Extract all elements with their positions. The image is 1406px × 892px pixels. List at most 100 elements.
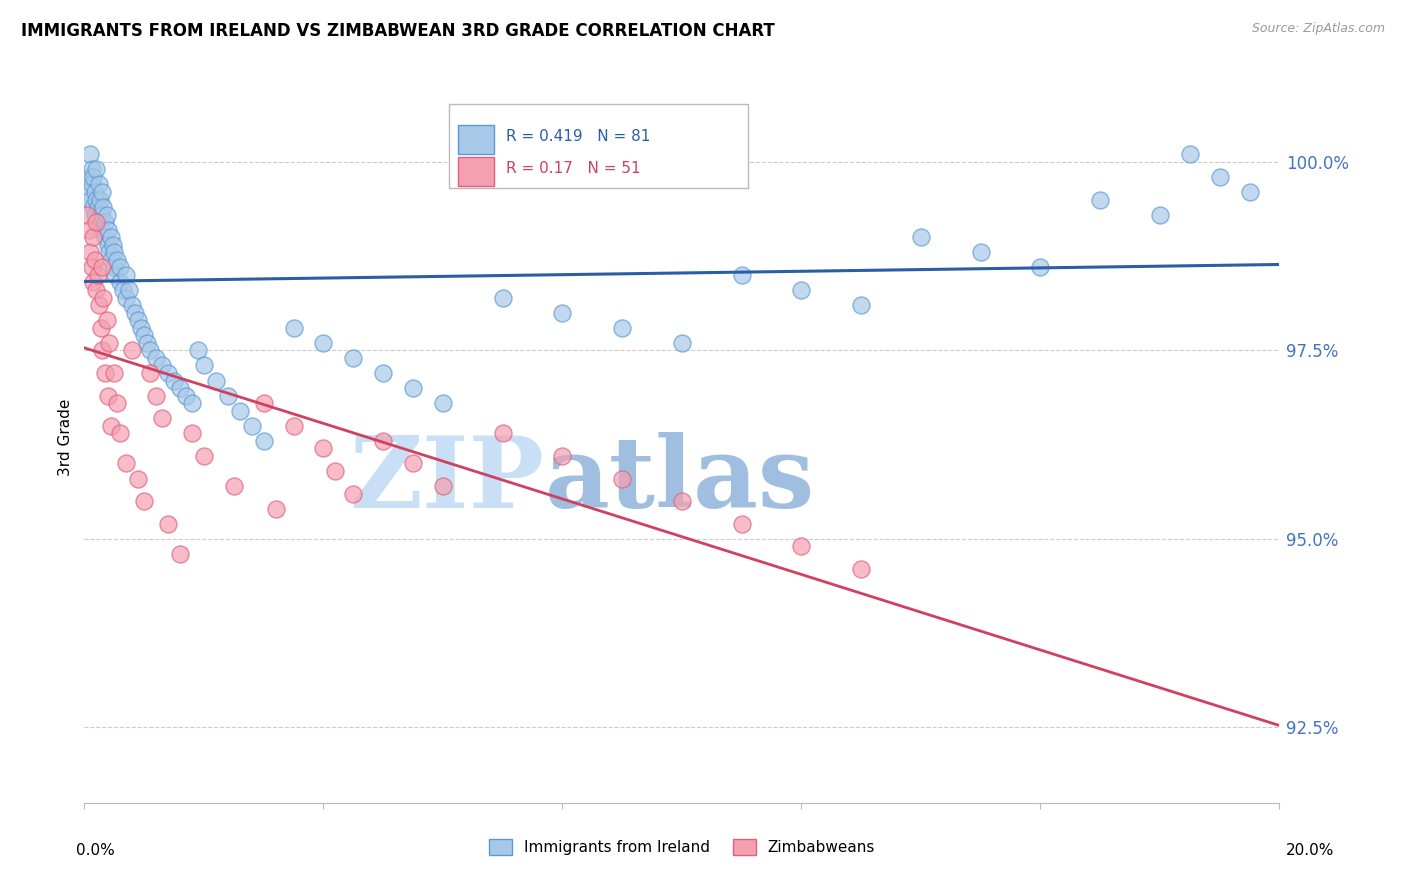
Point [93, 291, 115, 305]
Point [80, 260, 103, 275]
Point [121, 343, 143, 358]
Text: IMMIGRANTS FROM IRELAND VS ZIMBABWEAN 3RD GRADE CORRELATION CHART: IMMIGRANTS FROM IRELAND VS ZIMBABWEAN 3R… [21, 22, 775, 40]
Point [89, 193, 111, 207]
Point [1209, 169, 1232, 184]
Point [84, 252, 107, 267]
Point [82, 162, 104, 177]
Point [174, 389, 197, 403]
Point [432, 396, 454, 410]
Point [77, 223, 100, 237]
FancyBboxPatch shape [449, 104, 748, 188]
Text: R = 0.17   N = 51: R = 0.17 N = 51 [506, 161, 641, 176]
Point [110, 426, 132, 441]
Point [86, 268, 108, 282]
Point [86, 215, 108, 229]
Point [402, 381, 425, 395]
Point [492, 426, 515, 441]
Point [101, 237, 124, 252]
Point [79, 245, 101, 260]
Point [100, 252, 122, 267]
Point [127, 313, 149, 327]
Point [1029, 260, 1052, 275]
Point [98, 335, 121, 350]
Point [98, 245, 121, 260]
FancyBboxPatch shape [458, 157, 495, 186]
Point [83, 185, 105, 199]
Point [86, 193, 108, 207]
Y-axis label: 3rd Grade: 3rd Grade [58, 399, 73, 475]
Point [970, 245, 993, 260]
Point [132, 494, 156, 508]
Point [91, 223, 114, 237]
Point [283, 320, 305, 334]
Point [373, 366, 395, 380]
Point [1149, 208, 1171, 222]
Point [851, 298, 873, 312]
Point [82, 169, 104, 184]
Text: 20.0%: 20.0% [1286, 843, 1334, 858]
Point [492, 291, 515, 305]
Point [93, 200, 115, 214]
Point [551, 449, 574, 463]
Point [91, 343, 114, 358]
Point [89, 298, 111, 312]
Point [127, 471, 149, 485]
Point [121, 298, 143, 312]
Point [342, 486, 364, 500]
Point [76, 185, 98, 199]
Point [790, 283, 813, 297]
Point [90, 320, 112, 334]
Point [910, 230, 932, 244]
Point [96, 313, 118, 327]
Point [136, 335, 159, 350]
Point [115, 457, 138, 471]
Point [169, 381, 191, 395]
FancyBboxPatch shape [458, 125, 495, 154]
Point [373, 434, 395, 448]
Point [91, 185, 114, 199]
Point [103, 366, 125, 380]
Text: Source: ZipAtlas.com: Source: ZipAtlas.com [1251, 22, 1385, 36]
Text: 0.0%: 0.0% [76, 843, 115, 858]
Point [163, 374, 186, 388]
Point [100, 418, 122, 433]
Legend: Immigrants from Ireland, Zimbabweans: Immigrants from Ireland, Zimbabweans [482, 833, 882, 861]
Text: atlas: atlas [544, 433, 814, 530]
Point [432, 479, 454, 493]
Point [157, 516, 180, 531]
Point [82, 200, 104, 214]
Point [731, 268, 754, 282]
Point [671, 335, 693, 350]
Point [86, 283, 108, 297]
Point [97, 237, 120, 252]
Point [86, 200, 108, 214]
Point [402, 457, 425, 471]
Point [112, 283, 135, 297]
Point [253, 396, 276, 410]
Point [90, 208, 112, 222]
Point [86, 162, 108, 177]
Point [150, 359, 173, 373]
Point [253, 434, 276, 448]
Point [97, 223, 120, 237]
Point [80, 178, 103, 192]
Point [312, 442, 335, 456]
Point [124, 306, 146, 320]
Point [671, 494, 693, 508]
Point [79, 193, 101, 207]
Point [76, 208, 98, 222]
Point [551, 306, 574, 320]
Point [139, 366, 162, 380]
Text: R = 0.419   N = 81: R = 0.419 N = 81 [506, 128, 651, 144]
Point [312, 335, 335, 350]
Point [145, 389, 167, 403]
Point [89, 178, 111, 192]
Point [105, 396, 128, 410]
Point [612, 471, 634, 485]
Point [193, 359, 215, 373]
Point [79, 147, 101, 161]
Point [118, 283, 141, 297]
Point [100, 230, 122, 244]
Point [89, 215, 111, 229]
Point [1178, 147, 1201, 161]
